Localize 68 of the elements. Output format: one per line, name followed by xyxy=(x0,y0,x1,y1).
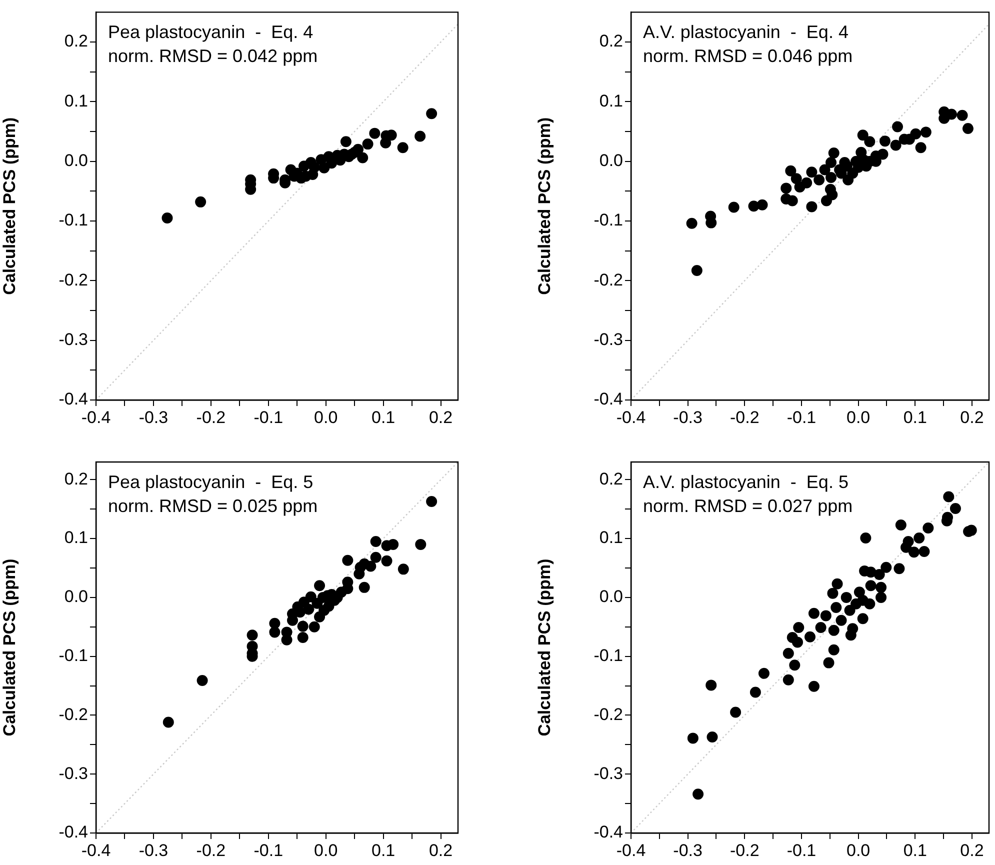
y-tick-label: 0.0 xyxy=(64,587,88,606)
x-tick-label: 0.1 xyxy=(903,840,927,860)
y-tick-label: 0.1 xyxy=(64,528,88,548)
x-tick-label: 0.2 xyxy=(428,408,453,427)
annotation: norm. RMSD = 0.046 ppm xyxy=(643,46,853,66)
y-tick-label: 0.2 xyxy=(599,32,623,51)
y-tick-label: -0.2 xyxy=(58,704,88,724)
x-tick-label: -0.4 xyxy=(616,408,646,427)
x-tick-label: 0.2 xyxy=(960,408,984,427)
y-tick-label: 0.1 xyxy=(599,528,623,548)
y-tick-label: 0.0 xyxy=(599,587,623,606)
y-tick-label: 0.2 xyxy=(64,469,88,488)
y-tick-label: -0.4 xyxy=(594,390,623,409)
y-tick-label: -0.1 xyxy=(594,646,623,666)
x-tick-label: -0.1 xyxy=(254,840,284,860)
annotation: norm. RMSD = 0.025 ppm xyxy=(108,496,318,516)
x-tick-label: 0.1 xyxy=(903,408,927,427)
x-tick-label: 0.0 xyxy=(314,408,338,427)
y-tick-label: -0.3 xyxy=(58,330,88,350)
y-tick-label: 0.0 xyxy=(599,151,623,170)
annotation: Pea plastocyanin - Eq. 5 xyxy=(108,472,314,492)
y-tick-label: 0.2 xyxy=(64,32,88,51)
y-tick-label: 0.1 xyxy=(64,91,88,110)
annotation: A.V. plastocyanin - Eq. 4 xyxy=(643,22,848,42)
x-tick-label: -0.3 xyxy=(673,840,702,860)
x-tick-label: 0.0 xyxy=(846,408,870,427)
x-tick-label: 0.0 xyxy=(846,840,870,860)
y-tick-label: 0.0 xyxy=(64,151,88,170)
y-tick-label: -0.4 xyxy=(58,822,88,842)
annotation: A.V. plastocyanin - Eq. 5 xyxy=(643,472,848,492)
y-tick-label: -0.2 xyxy=(594,704,623,724)
x-tick-label: 0.0 xyxy=(314,840,338,860)
x-tick-label: -0.2 xyxy=(196,840,226,860)
y-axis-title: Calculated PCS (ppm) xyxy=(534,117,554,295)
y-tick-label: -0.3 xyxy=(58,764,88,783)
x-tick-label: -0.1 xyxy=(786,840,816,860)
y-tick-label: -0.1 xyxy=(58,646,88,666)
x-tick-label: -0.4 xyxy=(81,408,111,427)
y-tick-label: -0.4 xyxy=(594,822,623,842)
y-axis-title: Calculated PCS (ppm) xyxy=(0,117,19,295)
x-tick-label: 0.1 xyxy=(371,408,396,427)
annotation: Pea plastocyanin - Eq. 4 xyxy=(108,22,314,42)
y-axis-title: Calculated PCS (ppm) xyxy=(0,558,19,736)
y-tick-label: -0.3 xyxy=(594,764,623,783)
y-tick-label: 0.1 xyxy=(599,91,623,110)
y-tick-label: -0.4 xyxy=(58,390,88,409)
annotation: norm. RMSD = 0.027 ppm xyxy=(643,496,853,516)
y-tick-label: -0.1 xyxy=(58,210,88,230)
y-tick-label: -0.2 xyxy=(58,270,88,290)
x-tick-label: -0.2 xyxy=(730,408,760,427)
x-tick-label: -0.4 xyxy=(616,840,646,860)
x-tick-label: 0.1 xyxy=(371,840,396,860)
x-tick-label: -0.3 xyxy=(138,840,168,860)
y-tick-label: -0.3 xyxy=(594,330,623,350)
y-axis-title: Calculated PCS (ppm) xyxy=(534,558,554,736)
y-tick-label: 0.2 xyxy=(599,469,623,488)
x-tick-label: -0.4 xyxy=(81,840,111,860)
y-tick-label: -0.2 xyxy=(594,270,623,290)
x-tick-label: -0.1 xyxy=(786,408,816,427)
x-tick-label: -0.2 xyxy=(196,408,226,427)
x-tick-label: 0.2 xyxy=(960,840,984,860)
y-tick-label: -0.1 xyxy=(594,210,623,230)
x-tick-label: -0.3 xyxy=(138,408,168,427)
annotation: norm. RMSD = 0.042 ppm xyxy=(108,46,318,66)
x-tick-label: -0.1 xyxy=(254,408,284,427)
x-tick-label: -0.3 xyxy=(673,408,702,427)
x-tick-label: 0.2 xyxy=(428,840,453,860)
x-tick-label: -0.2 xyxy=(730,840,760,860)
